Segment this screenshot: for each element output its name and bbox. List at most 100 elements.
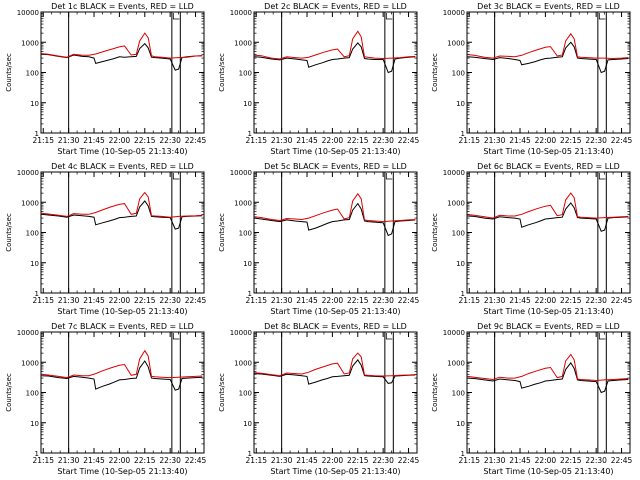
x-tick-label: 22:15 bbox=[560, 296, 582, 305]
y-tick-label: 1 bbox=[248, 450, 252, 458]
y-tick-label: 100 bbox=[239, 230, 252, 238]
y-tick-label: 1000 bbox=[447, 39, 465, 47]
y-tick-label: 10 bbox=[456, 260, 465, 268]
panel-det-2: Det 2c BLACK = Events, RED = LLD Counts/s… bbox=[218, 2, 420, 156]
x-tick-label: 22:45 bbox=[611, 456, 633, 465]
x-tick-label: 22:45 bbox=[398, 456, 420, 465]
marker-bracket bbox=[598, 13, 606, 20]
series-lld-line bbox=[41, 32, 203, 59]
plot-frame bbox=[40, 331, 205, 454]
panel-title: Det 8c BLACK = Events, RED = LLD bbox=[264, 322, 407, 331]
y-tick-label: 100 bbox=[239, 390, 252, 398]
marker-bracket bbox=[598, 333, 606, 340]
y-axis-label: Counts/sec bbox=[431, 373, 439, 412]
series-lld-line bbox=[467, 192, 629, 219]
y-tick-label: 100 bbox=[26, 230, 39, 238]
x-tick-label: 21:30 bbox=[58, 456, 80, 465]
series-lld-line bbox=[41, 349, 203, 379]
panel-det-5: Det 5c BLACK = Events, RED = LLD Counts/s… bbox=[218, 162, 420, 316]
x-tick-label: 22:15 bbox=[347, 296, 369, 305]
panel-title: Det 9c BLACK = Events, RED = LLD bbox=[477, 322, 620, 331]
panel-title: Det 3c BLACK = Events, RED = LLD bbox=[477, 2, 620, 11]
y-tick-label: 10 bbox=[243, 100, 252, 108]
x-tick-label: 21:45 bbox=[509, 296, 531, 305]
y-axis-label: Counts/sec bbox=[5, 373, 13, 412]
y-tick-label: 10 bbox=[30, 420, 39, 428]
series-events-line bbox=[467, 362, 629, 394]
y-axis-label: Counts/sec bbox=[431, 213, 439, 252]
x-tick-label: 22:00 bbox=[322, 296, 344, 305]
x-tick-label: 22:30 bbox=[159, 136, 181, 145]
panel-det-9: Det 9c BLACK = Events, RED = LLD Counts/s… bbox=[431, 322, 633, 476]
x-axis-label: Start Time (10-Sep-05 21:13:40) bbox=[270, 147, 400, 156]
y-tick-label: 100 bbox=[452, 390, 465, 398]
y-tick-label: 1000 bbox=[21, 39, 39, 47]
x-tick-label: 21:15 bbox=[458, 136, 480, 145]
y-tick-label: 10 bbox=[30, 260, 39, 268]
x-tick-label: 22:15 bbox=[347, 456, 369, 465]
x-tick-label: 21:15 bbox=[458, 296, 480, 305]
x-tick-label: 22:00 bbox=[109, 136, 131, 145]
series-lld-line bbox=[254, 30, 416, 60]
y-tick-label: 10000 bbox=[17, 169, 39, 177]
y-tick-label: 1000 bbox=[447, 199, 465, 207]
x-axis-label: Start Time (10-Sep-05 21:13:40) bbox=[270, 307, 400, 316]
x-axis-label: Start Time (10-Sep-05 21:13:40) bbox=[483, 307, 613, 316]
plot-frame bbox=[466, 331, 631, 454]
series-lld-line bbox=[467, 32, 629, 60]
x-tick-label: 21:15 bbox=[245, 296, 267, 305]
panel-det-3: Det 3c BLACK = Events, RED = LLD Counts/s… bbox=[431, 2, 633, 156]
series-lld-line bbox=[254, 192, 416, 223]
plot-frame bbox=[253, 171, 418, 294]
x-tick-label: 21:45 bbox=[83, 136, 105, 145]
y-tick-label: 10 bbox=[243, 260, 252, 268]
panel-det-7: Det 7c BLACK = Events, RED = LLD Counts/s… bbox=[5, 322, 207, 476]
x-tick-label: 22:30 bbox=[372, 456, 394, 465]
x-tick-label: 22:30 bbox=[159, 296, 181, 305]
x-tick-label: 22:00 bbox=[322, 456, 344, 465]
y-tick-label: 100 bbox=[26, 390, 39, 398]
x-tick-label: 22:45 bbox=[611, 136, 633, 145]
x-tick-label: 21:30 bbox=[58, 296, 80, 305]
x-tick-label: 21:45 bbox=[83, 456, 105, 465]
y-tick-label: 10000 bbox=[443, 169, 465, 177]
x-axis-label: Start Time (10-Sep-05 21:13:40) bbox=[270, 467, 400, 476]
x-tick-label: 22:30 bbox=[372, 136, 394, 145]
y-tick-label: 10 bbox=[243, 420, 252, 428]
series-events-line bbox=[254, 42, 416, 74]
x-tick-label: 22:30 bbox=[585, 456, 607, 465]
x-tick-label: 22:30 bbox=[585, 296, 607, 305]
x-tick-label: 22:15 bbox=[347, 136, 369, 145]
x-tick-label: 22:45 bbox=[398, 136, 420, 145]
plot-frame bbox=[40, 11, 205, 134]
x-axis-label: Start Time (10-Sep-05 21:13:40) bbox=[483, 467, 613, 476]
y-axis-label: Counts/sec bbox=[218, 53, 226, 92]
x-tick-label: 22:00 bbox=[535, 136, 557, 145]
y-tick-label: 100 bbox=[452, 230, 465, 238]
y-tick-label: 10000 bbox=[230, 9, 252, 17]
y-axis-label: Counts/sec bbox=[218, 213, 226, 252]
x-tick-label: 21:45 bbox=[83, 296, 105, 305]
x-tick-label: 22:45 bbox=[185, 456, 207, 465]
x-tick-label: 22:00 bbox=[535, 456, 557, 465]
y-tick-label: 100 bbox=[452, 70, 465, 78]
series-events-line bbox=[41, 200, 203, 230]
x-tick-label: 21:15 bbox=[32, 136, 54, 145]
x-tick-label: 21:15 bbox=[245, 136, 267, 145]
y-tick-label: 1 bbox=[35, 290, 39, 298]
series-events-line bbox=[254, 359, 416, 385]
x-tick-label: 22:15 bbox=[134, 296, 156, 305]
panel-det-8: Det 8c BLACK = Events, RED = LLD Counts/s… bbox=[218, 322, 420, 476]
y-tick-label: 10000 bbox=[17, 329, 39, 337]
y-tick-label: 1 bbox=[35, 130, 39, 138]
x-tick-label: 21:45 bbox=[296, 296, 318, 305]
y-tick-label: 1000 bbox=[234, 359, 252, 367]
x-tick-label: 22:15 bbox=[560, 456, 582, 465]
y-axis-label: Counts/sec bbox=[5, 53, 13, 92]
y-tick-label: 10000 bbox=[230, 329, 252, 337]
y-axis-label: Counts/sec bbox=[5, 213, 13, 252]
x-tick-label: 21:15 bbox=[32, 296, 54, 305]
plot-frame bbox=[253, 331, 418, 454]
series-lld-line bbox=[41, 191, 203, 218]
y-tick-label: 100 bbox=[26, 70, 39, 78]
